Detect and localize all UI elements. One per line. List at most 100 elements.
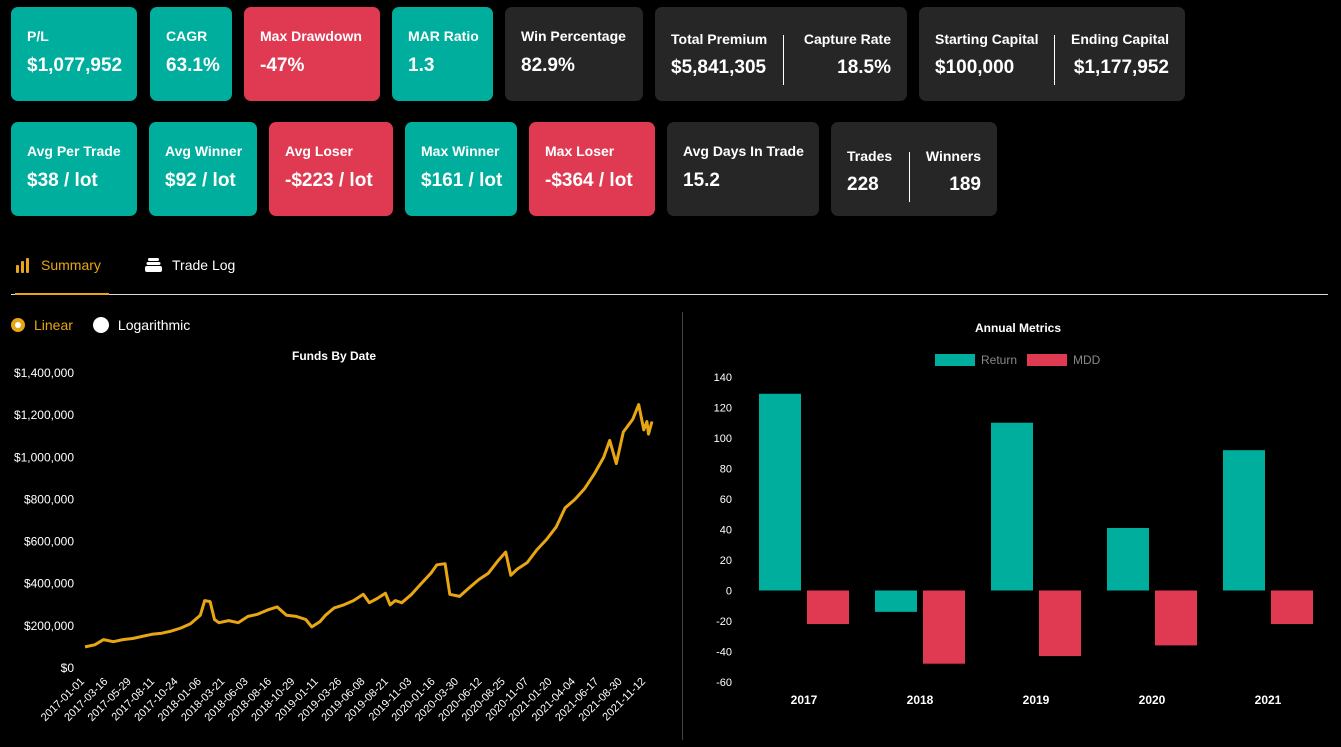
radio-linear-dot [11, 318, 25, 332]
annual-chart-title: Annual Metrics [975, 321, 1061, 335]
capture-rate-label: Capture Rate [803, 31, 891, 47]
win-percentage-card: Win Percentage 82.9% [505, 7, 643, 101]
tab-bar: Summary Trade Log [11, 250, 1328, 295]
avg-loser-card: Avg Loser -$223 / lot [269, 122, 393, 216]
bar-return-2017[interactable] [759, 393, 801, 591]
avg-days-value: 15.2 [683, 170, 720, 191]
annual-y-tick: 40 [720, 525, 732, 537]
funds-y-tick: $200,000 [24, 619, 74, 633]
legend-item-return[interactable]: Return [935, 353, 1017, 367]
funds-chart-title: Funds By Date [292, 349, 376, 363]
funds-y-tick: $600,000 [24, 535, 74, 549]
avg-loser-label: Avg Loser [285, 143, 353, 159]
bar-chart-icon [15, 257, 31, 273]
trades-divider [908, 152, 910, 202]
ending-capital-label: Ending Capital [1071, 31, 1169, 47]
funds-y-tick: $400,000 [24, 577, 74, 591]
max-loser-card: Max Loser -$364 / lot [529, 122, 655, 216]
avg-winner-value: $92 / lot [165, 170, 236, 191]
annual-y-tick: 80 [720, 464, 732, 476]
max-winner-card: Max Winner $161 / lot [405, 122, 517, 216]
tab-summary-label: Summary [41, 257, 101, 273]
total-premium-label: Total Premium [671, 31, 768, 47]
max-drawdown-card: Max Drawdown -47% [244, 7, 380, 101]
cagr-label: CAGR [166, 28, 208, 44]
avg-winner-card: Avg Winner $92 / lot [149, 122, 257, 216]
win-percentage-value: 82.9% [521, 55, 575, 76]
bar-mdd-2017[interactable] [807, 590, 849, 625]
funds-line [84, 403, 654, 649]
funds-y-tick: $0 [61, 661, 75, 675]
funds-y-tick: $1,400,000 [14, 366, 74, 380]
trades-card: Trades 228 Winners 189 [831, 122, 997, 216]
tab-summary[interactable]: Summary [15, 257, 109, 295]
legend-swatch [1027, 354, 1067, 366]
bar-return-2018[interactable] [875, 590, 917, 612]
bar-mdd-2021[interactable] [1271, 590, 1313, 625]
annual-metrics-chart: Annual Metrics Return MDD 140 120 100 80 60 40 20… [714, 321, 1313, 707]
winners-value: 189 [949, 174, 981, 195]
avg-days-label: Avg Days In Trade [683, 143, 804, 159]
max-winner-value: $161 / lot [421, 170, 503, 191]
bar-mdd-2019[interactable] [1039, 590, 1081, 657]
annual-y-tick: -40 [716, 647, 732, 659]
avg-per-trade-value: $38 / lot [27, 170, 98, 191]
annual-x-tick: 2021 [1255, 693, 1282, 707]
radio-logarithmic[interactable]: Logarithmic [92, 317, 191, 333]
max-drawdown-label: Max Drawdown [260, 28, 362, 44]
capital-divider [1054, 35, 1055, 85]
funds-y-tick: $1,200,000 [14, 408, 74, 422]
pl-label: P/L [27, 28, 49, 44]
annual-y-tick: 140 [714, 372, 732, 384]
radio-linear[interactable]: Linear [11, 317, 73, 333]
annual-x-tick: 2019 [1023, 693, 1050, 707]
winners-label: Winners [925, 148, 981, 164]
trades-value: 228 [847, 174, 879, 195]
total-premium-value: $5,841,305 [671, 57, 767, 78]
bar-return-2019[interactable] [991, 422, 1033, 591]
ending-capital-value: $1,177,952 [1073, 57, 1169, 78]
annual-y-tick: 20 [720, 555, 732, 567]
avg-per-trade-card: Avg Per Trade $38 / lot [11, 122, 137, 216]
pl-card: P/L $1,077,952 [11, 7, 137, 101]
max-loser-value: -$364 / lot [545, 170, 633, 191]
annual-y-tick: 100 [714, 433, 732, 445]
premium-card: Total Premium $5,841,305 Capture Rate 18… [655, 7, 907, 101]
radio-logarithmic-label: Logarithmic [117, 317, 191, 333]
avg-per-trade-label: Avg Per Trade [27, 143, 121, 159]
tab-trade-log[interactable]: Trade Log [145, 257, 255, 293]
pl-value: $1,077,952 [27, 55, 123, 76]
trades-label: Trades [847, 148, 893, 164]
annual-y-tick: 60 [720, 494, 732, 506]
max-winner-label: Max Winner [421, 143, 500, 159]
bar-return-2021[interactable] [1223, 450, 1265, 591]
legend-label: MDD [1073, 353, 1101, 367]
cagr-value: 63.1% [166, 55, 220, 76]
bar-mdd-2020[interactable] [1155, 590, 1197, 646]
capture-rate-value: 18.5% [837, 57, 891, 78]
max-drawdown-value: -47% [260, 55, 305, 76]
mar-ratio-value: 1.3 [408, 55, 435, 76]
starting-capital-label: Starting Capital [935, 31, 1039, 47]
avg-winner-label: Avg Winner [165, 143, 243, 159]
avg-loser-value: -$223 / lot [285, 170, 373, 191]
annual-y-tick: 120 [714, 403, 732, 415]
radio-linear-label: Linear [34, 317, 73, 333]
capital-card: Starting Capital $100,000 Ending Capital… [919, 7, 1185, 101]
bar-mdd-2018[interactable] [923, 590, 965, 664]
premium-divider [783, 35, 785, 85]
annual-y-tick: 0 [726, 586, 732, 598]
legend-swatch [935, 354, 975, 366]
funds-y-tick: $800,000 [24, 492, 74, 506]
starting-capital-value: $100,000 [935, 57, 1015, 78]
bar-return-2020[interactable] [1107, 527, 1149, 591]
mar-ratio-label: MAR Ratio [408, 28, 479, 44]
annual-y-tick: -20 [716, 616, 732, 628]
radio-logarithmic-dot [92, 317, 109, 333]
stack-icon [145, 257, 162, 273]
funds-y-tick: $1,000,000 [14, 450, 74, 464]
funds-by-date-chart: Funds By Date $0 $200,000 $400,000 $600,000 $… [14, 349, 654, 724]
legend-item-mdd[interactable]: MDD [1027, 353, 1101, 367]
mar-ratio-card: MAR Ratio 1.3 [392, 7, 493, 101]
annual-x-tick: 2018 [907, 693, 934, 707]
